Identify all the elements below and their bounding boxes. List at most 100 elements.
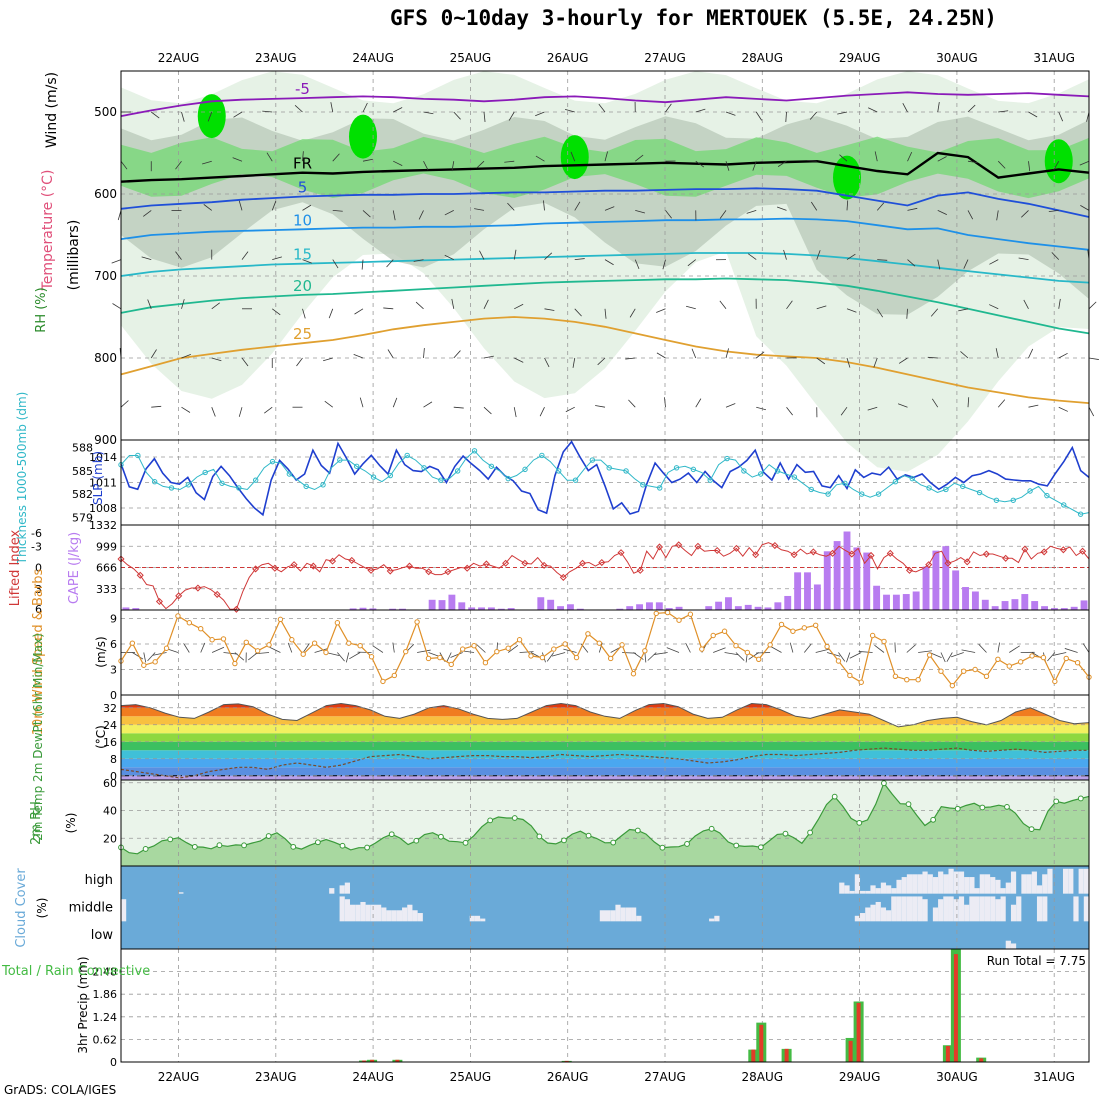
wind-barb-10m [519, 651, 534, 653]
temp-tick-label: 0 [110, 770, 117, 783]
wind-barb [1028, 348, 1034, 359]
wind-barb-10m [132, 652, 144, 660]
lifted-index-marker [367, 566, 375, 574]
wind-barb-10m [563, 648, 577, 653]
wind-barb [1088, 301, 1097, 310]
credit-label: GrADS: COLA/IGES [4, 1083, 117, 1097]
cloud-cell [1010, 943, 1017, 949]
cloud-cell [979, 874, 985, 894]
cloud-cell [875, 901, 881, 922]
rh-marker [659, 844, 666, 851]
thickness-marker [859, 491, 865, 497]
lifted-index-marker [579, 559, 587, 567]
wind-barb [151, 405, 162, 408]
wind-barb-10m [685, 642, 691, 653]
rh-tick-label: 60 [103, 777, 117, 790]
run-total-label: Run Total = 7.75 [987, 954, 1086, 968]
cloud-cell [927, 874, 933, 894]
wind-barb [415, 301, 424, 310]
thickness-marker [589, 457, 596, 463]
wind-speed-marker [869, 632, 876, 639]
wind-barb [264, 406, 273, 414]
cloud-cell [391, 910, 397, 922]
thickness-marker [387, 472, 394, 479]
cape-bar [883, 594, 890, 610]
pressure-tick-label: 500 [94, 105, 117, 119]
wind-barb [1058, 111, 1064, 122]
rh-unit-label: (%) [64, 813, 78, 834]
lifted-index-marker [925, 561, 933, 569]
thickness-marker [673, 465, 680, 471]
thickness-marker [572, 477, 579, 483]
cloud-cell [917, 896, 923, 922]
cape-bar [547, 599, 555, 610]
cloud-cell [344, 899, 350, 922]
wind-speed-marker [232, 660, 238, 667]
temp-band [121, 707, 1089, 717]
wind-barb [453, 350, 461, 359]
cape-bar [705, 606, 713, 610]
wind-barb [302, 151, 304, 162]
cape-bar [754, 606, 762, 610]
cloud-cell [121, 899, 127, 922]
rh-tick-label: 40 [103, 805, 117, 818]
wind-barb [687, 259, 696, 267]
wind-speed-marker [926, 652, 933, 658]
wind-barb-10m [507, 644, 519, 653]
cape-bar [1060, 608, 1068, 610]
cloud-cell [865, 890, 871, 894]
wind-speed-marker [835, 658, 842, 664]
wind-barb [906, 308, 908, 319]
wind-barb-10m [653, 652, 668, 655]
thickness-marker [219, 480, 225, 486]
wind-barb [181, 354, 191, 359]
chart-title: GFS 0~10day 3-hourly for MERTOUEK (5.5E,… [390, 6, 997, 30]
thickness-marker [892, 479, 899, 485]
lifted-index-marker [386, 567, 394, 575]
wind-barb [296, 357, 303, 367]
wind-barb-10m [183, 643, 190, 653]
lifted-index-marker [444, 568, 452, 576]
rh-marker [142, 846, 149, 852]
lifted-index-marker [944, 559, 952, 567]
wind-barb-10m [918, 650, 933, 653]
cape-bar [971, 591, 979, 610]
thickness-marker [252, 477, 259, 483]
wind-tick-label: 0 [110, 689, 117, 702]
wind-barb [543, 200, 545, 211]
cloud-cell [875, 888, 881, 894]
wind-barb-10m [337, 652, 345, 662]
rh-marker [881, 780, 887, 787]
wind-speed-marker [186, 620, 193, 626]
cloud-cell [995, 879, 1001, 894]
wind-barb [514, 303, 524, 310]
isotherm-label: 25 [293, 325, 312, 343]
wind-barb-10m [1064, 648, 1078, 653]
wind-barb [141, 256, 152, 260]
rh-zone-bright [833, 155, 861, 200]
upper-rh-label: RH (%) [34, 287, 49, 332]
cape-bar [734, 606, 742, 610]
lifted-index-marker [1002, 554, 1010, 562]
wind-barb-10m [255, 652, 270, 655]
thickness-marker [1044, 492, 1050, 499]
wind-barb [840, 406, 848, 416]
cloud-axis-label: Cloud Cover [14, 868, 29, 948]
wind-speed-marker [562, 641, 568, 647]
cloud-cell [984, 874, 991, 894]
wind-barb [175, 251, 182, 260]
wind-barb [564, 109, 575, 113]
upper-temp-label: Temperature (°C) [40, 170, 56, 292]
wind-barb [202, 160, 212, 165]
lifted-index-marker [867, 551, 875, 559]
cape-bar [636, 604, 644, 610]
isotherm-label: 20 [293, 277, 312, 295]
wind-barb [262, 110, 273, 113]
temp-band [121, 724, 1089, 734]
wind-barb [963, 259, 969, 269]
wind-barb-10m [849, 652, 862, 659]
rh-marker [856, 819, 863, 826]
wind-barb-10m [946, 652, 953, 662]
wind-barb [604, 151, 608, 162]
wind-barb [604, 206, 615, 211]
